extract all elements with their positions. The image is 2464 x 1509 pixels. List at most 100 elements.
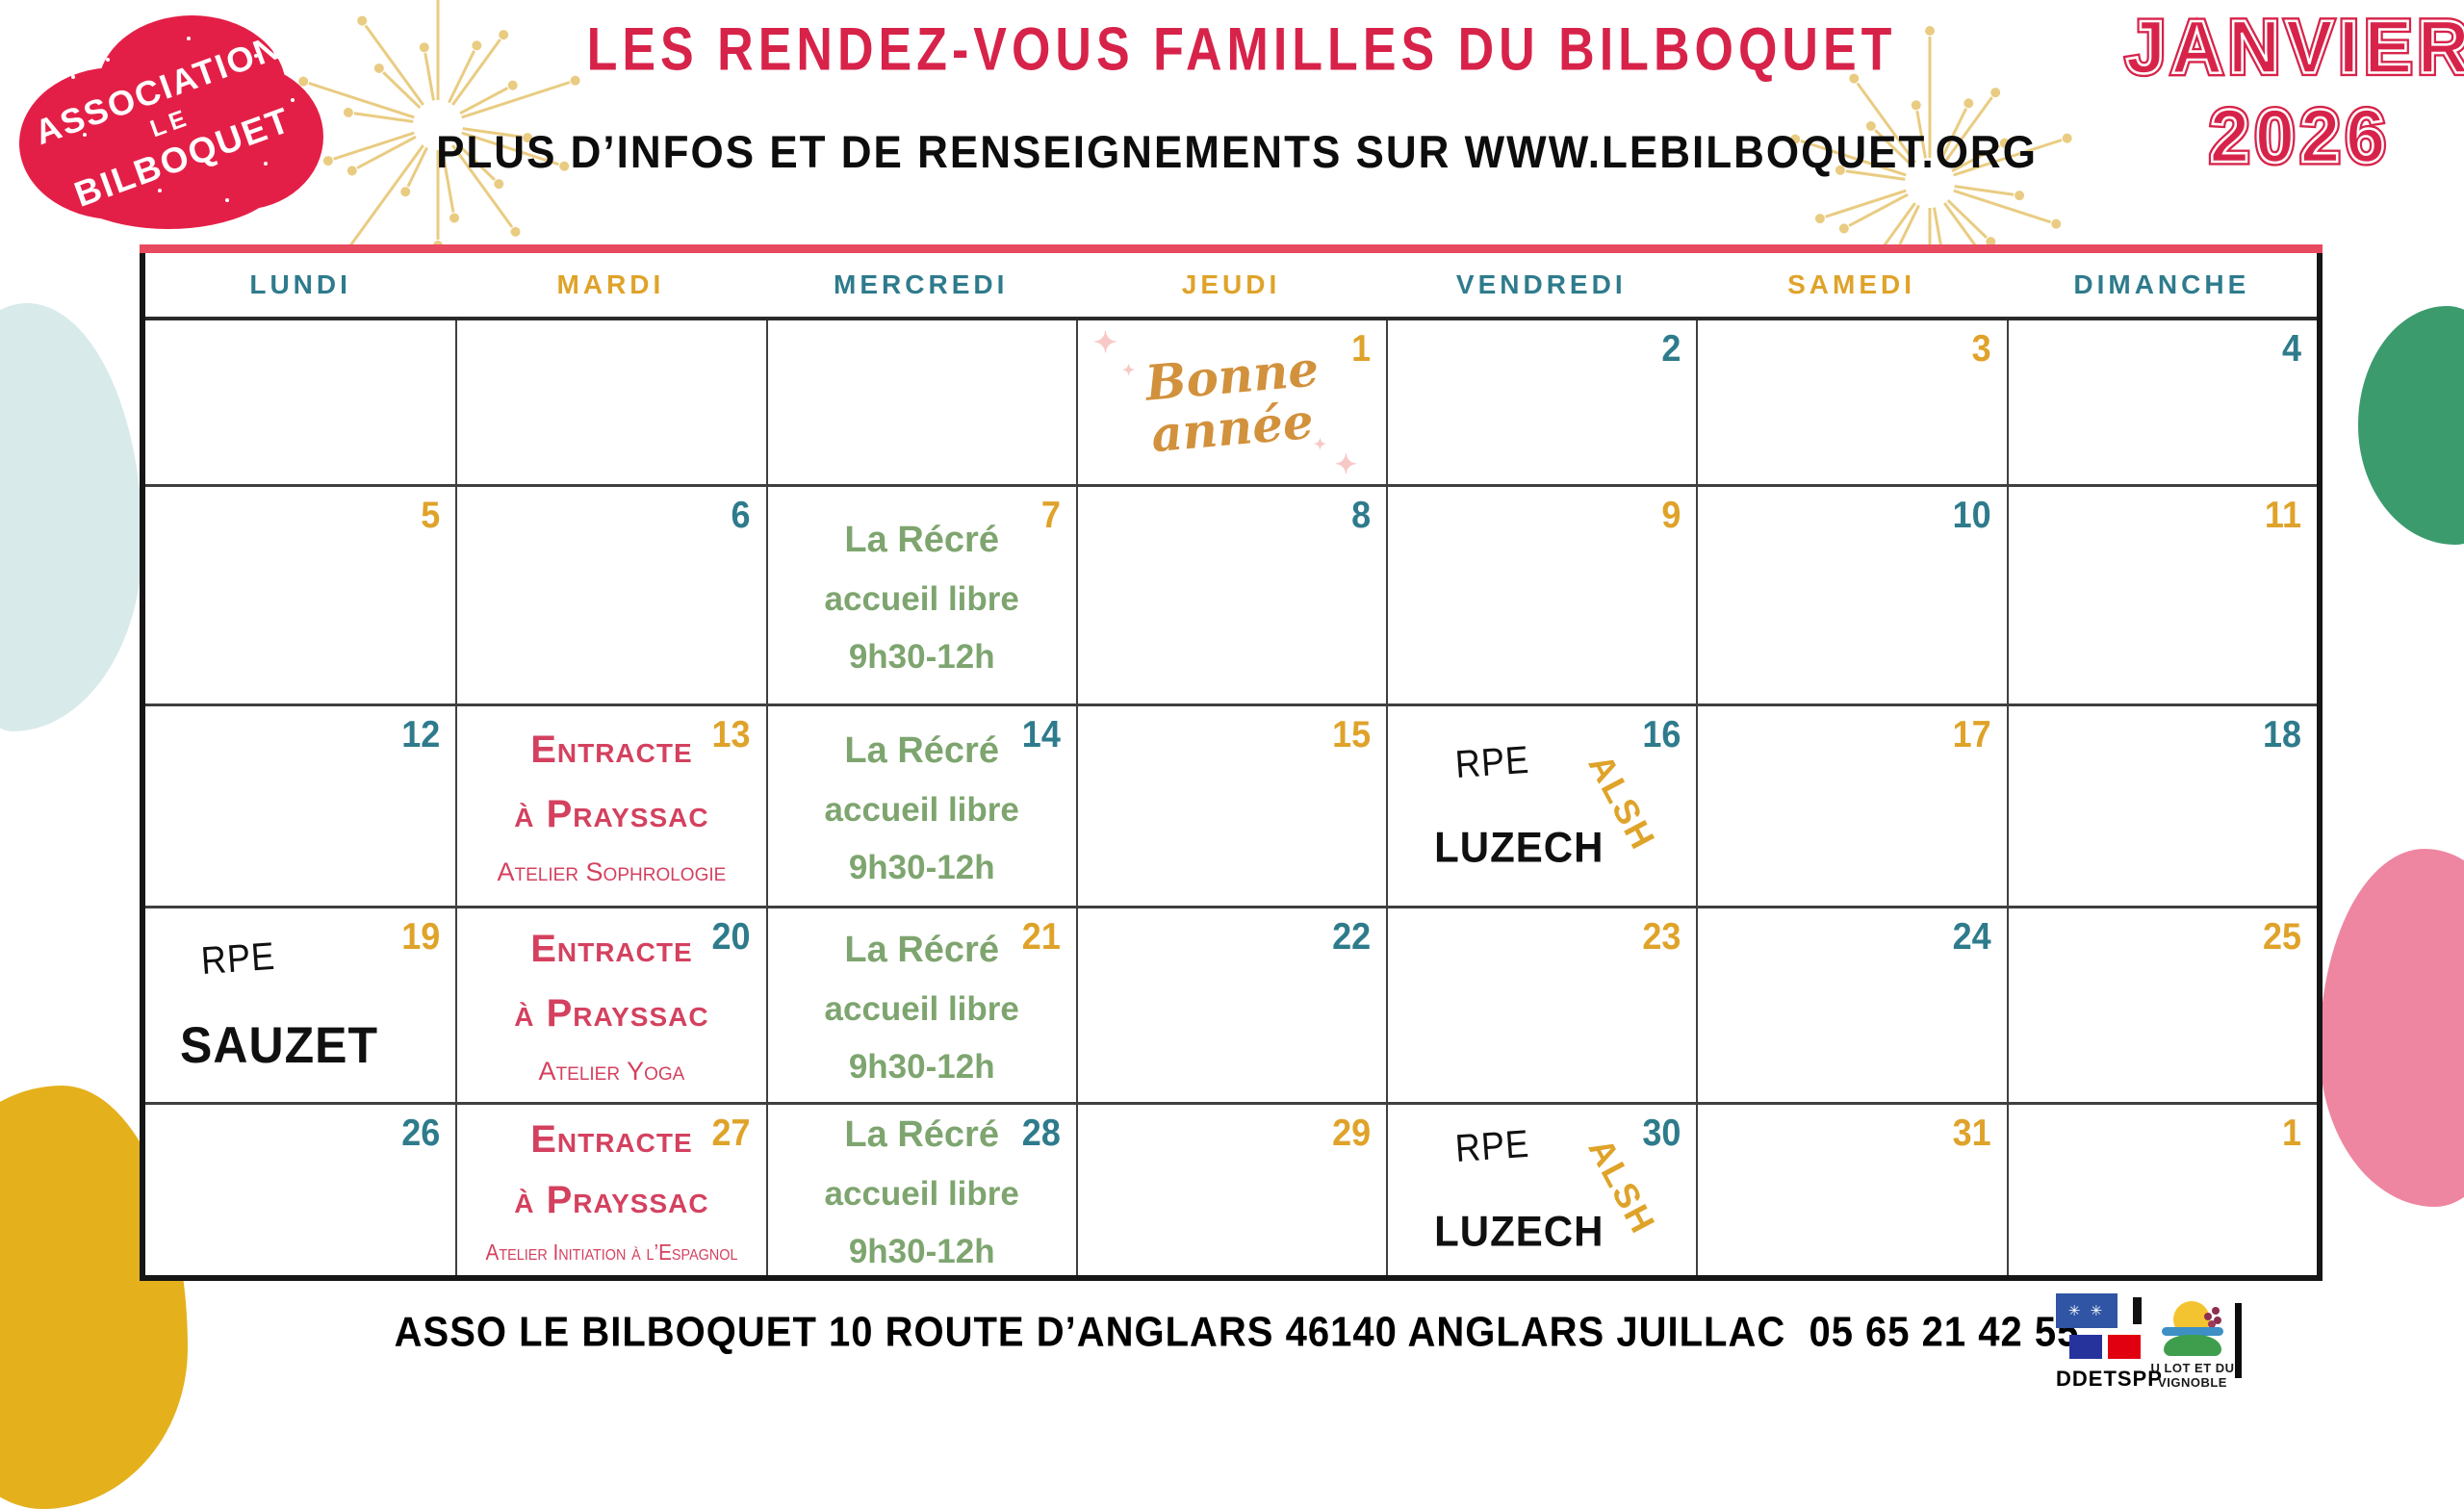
day-cell-11: 11: [2006, 484, 2317, 703]
year-label: 2026: [2208, 93, 2392, 178]
day-cell-2: 2: [1386, 320, 1697, 484]
day-number: 3: [1971, 326, 1991, 370]
flag-bar-icon: [2133, 1297, 2142, 1324]
entracte-title: Entracte: [530, 729, 693, 771]
month-year-inline-stroke: JANVIER 2026: [2069, 5, 2464, 233]
day-cell-20: 20 Entracte à Prayssac Atelier Yoga: [455, 906, 766, 1102]
day-number: 16: [1642, 712, 1681, 755]
event-la-recre: La Récré accueil libre 9h30-12h: [768, 487, 1076, 703]
day-cell-31: 31: [1696, 1102, 2007, 1275]
logo-dots-decoration: [71, 75, 75, 79]
page-title: LES RENDEZ-VOUS FAMILLES DU BILBOQUET: [586, 15, 1897, 85]
entracte-title: Entracte: [530, 1118, 693, 1161]
day-number: 1: [2281, 1111, 2301, 1154]
entracte-atelier: Atelier Initiation à l’Espagnol: [485, 1240, 738, 1265]
day-cell-27: 27 Entracte à Prayssac Atelier Initiation à…: [455, 1102, 766, 1275]
day-number: 30: [1642, 1111, 1681, 1154]
recre-detail: accueil libre: [824, 990, 1019, 1028]
month-year: JANVIER 2026 JANVIER 2026: [2069, 6, 2464, 227]
logo-divider: [2235, 1303, 2242, 1378]
recre-title: La Récré: [844, 520, 999, 560]
day-number: 5: [421, 493, 441, 536]
day-header-mardi: MARDI: [455, 253, 766, 320]
day-cell-7: 7 La Récré accueil libre 9h30-12h: [765, 484, 1076, 703]
event-rpe: RPE LUZECH ALSH: [1388, 706, 1696, 906]
event-rpe: RPE LUZECH ALSH: [1388, 1105, 1696, 1275]
day-header-lundi: LUNDI: [145, 253, 456, 320]
day-number: 22: [1332, 914, 1372, 958]
rpe-label: RPE: [1453, 736, 1531, 786]
sparkle-icon: ✦: [1334, 448, 1358, 480]
wave-icon: [2162, 1327, 2223, 1336]
event-la-recre: La Récré accueil libre 9h30-12h: [768, 706, 1076, 906]
rpe-place: LUZECH: [1434, 823, 1604, 871]
event-rpe: RPE SAUZET: [145, 908, 455, 1102]
sparkle-icon: ✦: [1121, 361, 1136, 379]
day-cell-15: 15: [1075, 703, 1387, 906]
month-label: JANVIER: [2122, 5, 2464, 90]
day-cell-9: 9: [1386, 484, 1697, 703]
day-cell-16: 16 RPE LUZECH ALSH: [1386, 703, 1697, 906]
association-logo: ASSOCIATION LE BILBOQUET: [13, 8, 331, 239]
day-cell-23: 23: [1386, 906, 1697, 1102]
lot-vignoble-logo: U LOT ET DU VIGNOBLE: [2144, 1301, 2241, 1390]
day-number: 9: [1661, 493, 1681, 536]
day-cell-26: 26: [145, 1102, 456, 1275]
footer-address: ASSO LE BILBOQUET 10 ROUTE D’ANGLARS 461…: [394, 1308, 2080, 1356]
firework-icon: [274, 0, 602, 289]
day-cell-14: 14 La Récré accueil libre 9h30-12h: [765, 703, 1076, 906]
entracte-place: à Prayssac: [514, 992, 709, 1035]
pink-blob-decoration: [2320, 849, 2464, 1207]
green-blob-decoration: [2358, 306, 2464, 545]
entracte-title: Entracte: [530, 928, 693, 970]
day-cell-empty: [455, 320, 766, 484]
day-number: 26: [401, 1111, 441, 1154]
recre-hours: 9h30-12h: [848, 1233, 995, 1270]
day-cell-8: 8: [1075, 484, 1387, 703]
day-cell-13: 13 Entracte à Prayssac Atelier Sophrologie: [455, 703, 766, 906]
day-header-mercredi: MERCREDI: [765, 253, 1076, 320]
day-cell-18: 18: [2006, 703, 2317, 906]
event-la-recre: La Récré accueil libre 9h30-12h: [768, 908, 1076, 1102]
day-header-jeudi: JEUDI: [1075, 253, 1387, 320]
bonne-line-2: année: [1148, 392, 1316, 464]
recre-hours: 9h30-12h: [848, 849, 995, 886]
recre-title: La Récré: [844, 1114, 999, 1155]
flag-red-icon: [2108, 1335, 2141, 1359]
day-number: 20: [711, 914, 751, 958]
recre-hours: 9h30-12h: [848, 1048, 995, 1086]
day-cell-19: 19 RPE SAUZET: [145, 906, 456, 1102]
entracte-place: à Prayssac: [514, 793, 709, 835]
event-bonne-annee: ✦ ✦ Bonne année ✦ ✦: [1078, 320, 1386, 484]
day-number: 11: [2264, 493, 2301, 536]
day-cell-21: 21 La Récré accueil libre 9h30-12h: [765, 906, 1076, 1102]
day-number: 1: [1351, 326, 1372, 370]
day-cell-empty: [145, 320, 456, 484]
day-header-vendredi: VENDREDI: [1386, 253, 1697, 320]
month-label: JANVIER: [2124, 5, 2464, 90]
day-number: 25: [2262, 914, 2301, 958]
day-cell-empty: [765, 320, 1076, 484]
day-number: 31: [1952, 1111, 1991, 1154]
day-number: 18: [2262, 712, 2301, 755]
rpe-label: RPE: [199, 933, 277, 983]
year-label: 2026: [2206, 93, 2392, 178]
event-entracte: Entracte à Prayssac Atelier Sophrologie: [457, 706, 765, 906]
day-cell-1: 1 ✦ ✦ Bonne année ✦ ✦: [1075, 320, 1387, 484]
day-number: 8: [1351, 493, 1372, 536]
snowflake-flag-icon: ✳ ✳: [2056, 1293, 2118, 1328]
logo-blob: [52, 115, 285, 229]
event-entracte: Entracte à Prayssac Atelier Initiation à l…: [457, 1105, 765, 1275]
day-cell-3: 3: [1696, 320, 2007, 484]
page-subtitle: PLUS D’INFOS ET DE RENSEIGNEMENTS SUR WW…: [436, 127, 2038, 178]
day-cell-22: 22: [1075, 906, 1387, 1102]
day-number: 7: [1040, 493, 1061, 536]
day-cell-6: 6: [455, 484, 766, 703]
day-cell-24: 24: [1696, 906, 2007, 1102]
day-cell-25: 25: [2006, 906, 2317, 1102]
event-la-recre: La Récré accueil libre 9h30-12h: [768, 1105, 1076, 1275]
sparkle-icon: ✦: [1313, 435, 1327, 453]
day-number: 4: [2281, 326, 2301, 370]
rpe-label: RPE: [1453, 1120, 1531, 1170]
